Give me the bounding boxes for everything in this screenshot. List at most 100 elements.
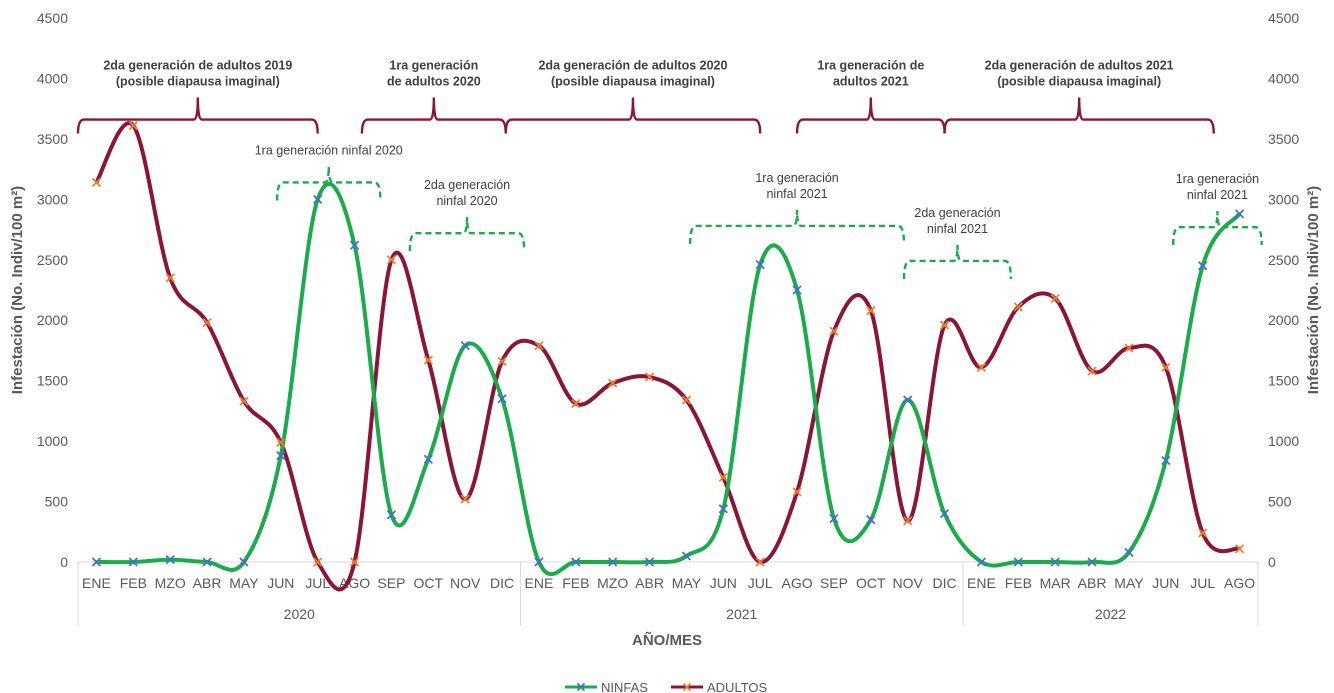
series-line-ninfas — [96, 181, 1242, 577]
point-adultos-29 — [1161, 362, 1171, 373]
annotation-label-1-0: 1ra generación — [389, 59, 478, 73]
point-ninfas-14 — [608, 557, 618, 567]
point-adultos-27 — [1087, 366, 1097, 376]
point-ninfas-4 — [239, 557, 249, 567]
point-adultos-7 — [349, 557, 360, 567]
y-tick-left-8: 4000 — [37, 70, 68, 86]
annotation-label-4-1: (posible diapausa imaginal) — [997, 75, 1161, 89]
point-ninfas-5 — [276, 450, 286, 461]
x-tick-month-25: FEB — [1005, 575, 1032, 591]
y-axis-right-ticks: 0 500 1000 1500 2000 2500 3000 3500 4000 4500 — [1268, 10, 1299, 570]
x-tick-month-14: MZO — [597, 575, 628, 591]
x-tick-month-12: ENE — [525, 575, 554, 591]
x-tick-month-2: MZO — [155, 575, 186, 591]
annotation-1: 1ra generación de adultos 2020 — [360, 59, 507, 134]
annotation-bracket-1 — [360, 97, 507, 134]
annotation-label-6-1: ninfal 2020 — [436, 194, 497, 208]
annotation-label-8-0: 2da generación — [914, 206, 1000, 220]
y-axis-left-title: Infestación (No. Indiv/100 m²) — [9, 186, 26, 394]
legend-ninfas-label: NINFAS — [601, 680, 648, 693]
annotation-label-7-1: ninfal 2021 — [766, 187, 827, 201]
point-ninfas-21 — [866, 515, 876, 525]
point-ninfas-28 — [1124, 547, 1134, 557]
point-adultos-20 — [829, 326, 839, 336]
point-ninfas-6 — [313, 194, 323, 204]
annotation-label-1-1: de adultos 2020 — [387, 75, 481, 89]
annotation-bracket-3 — [795, 97, 946, 134]
annotation-bracket-9 — [1171, 211, 1263, 246]
annotation-bracket-5 — [275, 166, 382, 201]
y-tick-left-7: 3500 — [37, 131, 68, 147]
point-ninfas-22 — [903, 395, 913, 405]
x-tick-year-0: 2020 — [284, 606, 315, 622]
annotation-bracket-0 — [76, 97, 319, 134]
point-adultos-19 — [792, 487, 802, 497]
annotation-bracket-4 — [943, 97, 1215, 134]
point-ninfas-7 — [349, 240, 360, 250]
x-tick-month-15: ABR — [635, 575, 664, 591]
point-ninfas-19 — [792, 285, 802, 295]
point-ninfas-29 — [1161, 455, 1171, 466]
point-ninfas-13 — [571, 557, 581, 567]
point-ninfas-24 — [976, 557, 987, 567]
x-tick-month-17: JUN — [710, 575, 737, 591]
point-adultos-14 — [608, 378, 618, 388]
annotation-0: 2da generación de adultos 2019 (posible d… — [76, 59, 319, 134]
point-adultos-0 — [91, 177, 102, 188]
annotation-label-2-0: 2da generación de adultos 2020 — [538, 59, 727, 73]
x-tick-month-23: DIC — [933, 575, 957, 591]
y-axis-right-title: Infestación (No. Indiv/100 m²) — [1305, 186, 1322, 394]
annotation-bracket-2 — [504, 97, 762, 134]
point-adultos-17 — [718, 472, 728, 483]
x-tick-month-22: NOV — [893, 575, 924, 591]
y-tick-right-0: 0 — [1268, 554, 1276, 570]
y-axis-left-ticks: 0 500 1000 1500 2000 2500 3000 3500 4000 4500 — [37, 10, 68, 570]
x-tick-month-20: SEP — [820, 575, 848, 591]
annotation-7: 1ra generación ninfal 2021 — [688, 171, 906, 244]
point-ninfas-23 — [939, 509, 950, 519]
annotation-label-5-0: 1ra generación ninfal 2020 — [255, 143, 403, 157]
point-adultos-16 — [681, 395, 692, 405]
x-tick-month-8: SEP — [377, 575, 405, 591]
point-adultos-24 — [976, 362, 987, 373]
annotation-label-2-1: (posible diapausa imaginal) — [551, 75, 715, 89]
x-tick-month-21: OCT — [856, 575, 886, 591]
y-tick-right-7: 3500 — [1268, 131, 1299, 147]
y-tick-right-3: 1500 — [1268, 373, 1299, 389]
point-ninfas-11 — [497, 394, 507, 404]
y-tick-right-8: 4000 — [1268, 70, 1299, 86]
y-tick-left-5: 2500 — [37, 252, 68, 268]
point-ninfas-8 — [386, 510, 397, 520]
point-adultos-18 — [755, 557, 765, 567]
point-ninfas-18 — [755, 259, 765, 270]
y-tick-left-6: 3000 — [37, 191, 68, 207]
annotation-label-3-1: adultos 2021 — [833, 75, 909, 89]
point-ninfas-0 — [91, 557, 102, 567]
annotation-9: 1ra generación ninfal 2021 — [1171, 172, 1263, 246]
x-tick-month-27: ABR — [1078, 575, 1107, 591]
point-adultos-1 — [128, 120, 138, 131]
annotation-2: 2da generación de adultos 2020 (posible d… — [504, 59, 762, 134]
point-adultos-10 — [460, 494, 470, 504]
y-tick-right-5: 2500 — [1268, 252, 1299, 268]
point-adultos-3 — [202, 318, 212, 328]
legend-adultos-marker — [682, 682, 692, 692]
x-tick-month-1: FEB — [120, 575, 147, 591]
point-adultos-15 — [644, 372, 655, 382]
y-tick-right-4: 2000 — [1268, 312, 1299, 328]
annotation-4: 2da generación de adultos 2021 (posible d… — [943, 59, 1215, 134]
x-tick-month-5: JUN — [267, 575, 294, 591]
point-adultos-23 — [939, 320, 950, 330]
point-adultos-6 — [313, 557, 323, 567]
x-tick-month-26: MAR — [1040, 575, 1071, 591]
point-ninfas-16 — [681, 551, 692, 561]
x-tick-month-6: JUL — [305, 575, 330, 591]
y-tick-right-9: 4500 — [1268, 10, 1299, 26]
x-tick-year-2: 2022 — [1095, 606, 1126, 622]
annotations-layer: 2da generación de adultos 2019 (posible d… — [76, 59, 1263, 279]
annotation-label-6-0: 2da generación — [424, 178, 510, 192]
annotation-label-7-0: 1ra generación — [755, 171, 838, 185]
x-tick-month-9: OCT — [414, 575, 444, 591]
y-tick-right-1: 500 — [1268, 494, 1292, 510]
